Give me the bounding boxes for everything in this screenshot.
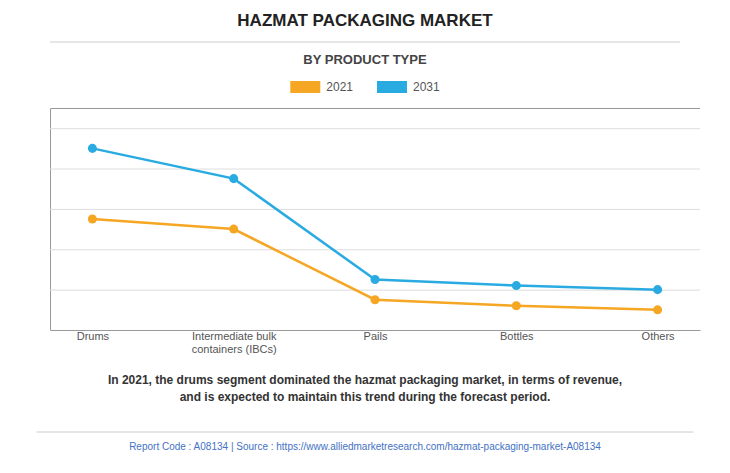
legend: 2021 2031 bbox=[290, 80, 440, 94]
point bbox=[653, 285, 662, 294]
legend-label: 2021 bbox=[326, 80, 353, 94]
x-axis: Drums Intermediate bulkcontainers (IBCs) P… bbox=[51, 330, 701, 355]
point bbox=[512, 281, 521, 290]
title-rule bbox=[50, 42, 680, 43]
point bbox=[653, 305, 662, 314]
chart: HAZMAT PACKAGING MARKET BY PRODUCT TYPE Dr… bbox=[0, 0, 730, 473]
text-line: and is expected to maintain this trend d… bbox=[180, 390, 551, 404]
y-tick bbox=[50, 290, 700, 291]
point bbox=[512, 301, 521, 310]
x-tick: Pails bbox=[364, 330, 388, 342]
text-line: Bottles bbox=[500, 330, 534, 342]
grid-line bbox=[50, 209, 700, 210]
legend-item: 2031 bbox=[377, 80, 440, 94]
legend-swatch bbox=[290, 81, 320, 93]
text-line: containers (IBCs) bbox=[192, 343, 277, 355]
point bbox=[229, 174, 238, 183]
point bbox=[370, 275, 379, 284]
y-tick bbox=[50, 209, 700, 210]
x-tick-label: Bottles bbox=[500, 330, 534, 342]
grid-line bbox=[50, 169, 700, 170]
x-tick: Drums bbox=[77, 330, 110, 342]
plot-area: Drums Intermediate bulkcontainers (IBCs) P… bbox=[50, 109, 701, 355]
grid-line bbox=[50, 249, 700, 250]
y-axis bbox=[50, 109, 700, 331]
x-tick: Intermediate bulkcontainers (IBCs) bbox=[192, 330, 277, 355]
series bbox=[88, 214, 662, 314]
legend-item: 2021 bbox=[290, 80, 353, 94]
y-axis-line bbox=[51, 109, 701, 331]
y-tick bbox=[50, 128, 700, 129]
x-tick: Others bbox=[642, 330, 676, 342]
text-line: In 2021, the drums segment dominated the… bbox=[108, 373, 622, 387]
subtitle: BY PRODUCT TYPE bbox=[303, 52, 427, 67]
x-tick-label: Drums bbox=[77, 330, 110, 342]
point bbox=[88, 144, 97, 153]
series-marks bbox=[88, 144, 662, 314]
x-tick-label: Intermediate bulkcontainers (IBCs) bbox=[192, 330, 277, 355]
grid-line bbox=[50, 290, 700, 291]
y-tick bbox=[50, 169, 700, 170]
point bbox=[229, 225, 238, 234]
text-line: Drums bbox=[77, 330, 110, 342]
legend-label: 2031 bbox=[413, 80, 440, 94]
footer: Report Code : A08134 | Source : https://… bbox=[129, 441, 601, 452]
line bbox=[92, 148, 657, 289]
x-tick-label: Others bbox=[642, 330, 676, 342]
text-line: Pails bbox=[364, 330, 388, 342]
y-tick bbox=[50, 249, 700, 250]
x-tick-label: Pails bbox=[364, 330, 388, 342]
line bbox=[92, 219, 657, 310]
grid-line bbox=[50, 128, 700, 129]
point bbox=[88, 214, 97, 223]
annotation: In 2021, the drums segment dominated the… bbox=[108, 373, 622, 404]
text-line: Intermediate bulk bbox=[192, 330, 277, 342]
title: HAZMAT PACKAGING MARKET bbox=[237, 11, 493, 30]
x-tick: Bottles bbox=[500, 330, 534, 342]
point bbox=[370, 295, 379, 304]
legend-swatch bbox=[377, 81, 407, 93]
footer-rule bbox=[37, 432, 694, 433]
series bbox=[88, 144, 662, 294]
text-line: Others bbox=[642, 330, 676, 342]
